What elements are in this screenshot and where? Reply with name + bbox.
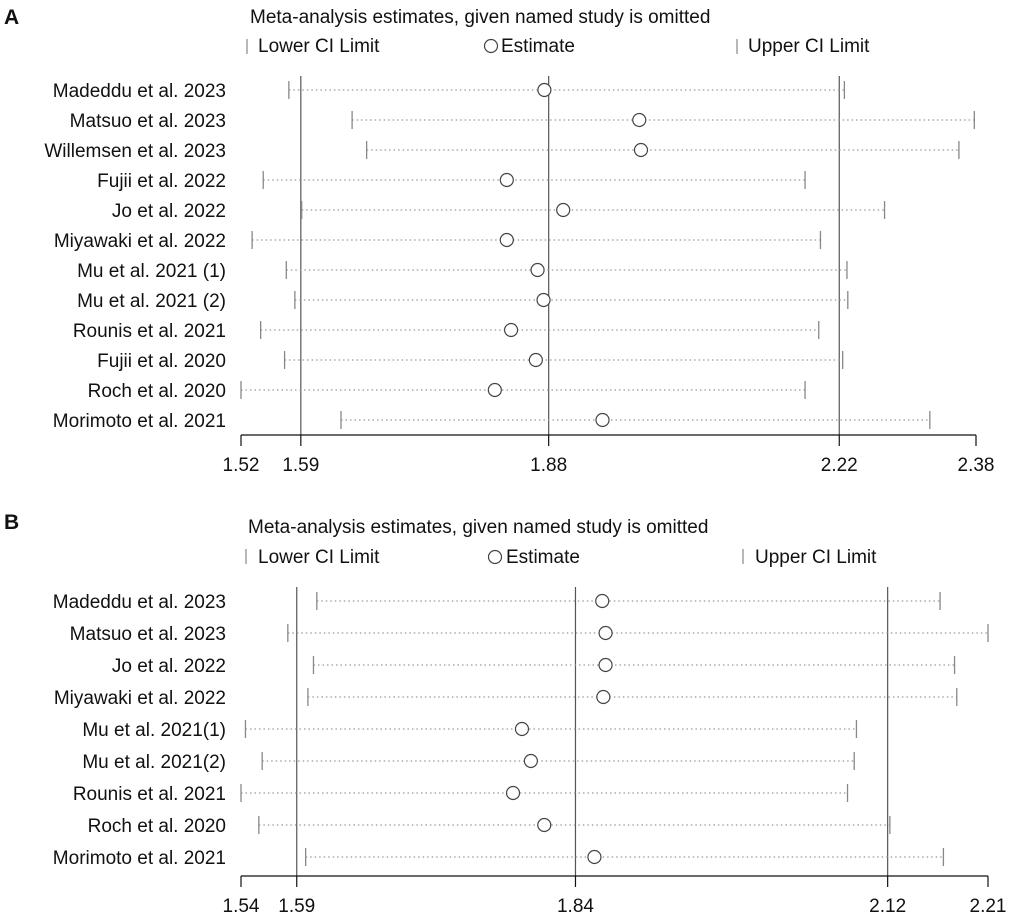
study-label: Mu et al. 2021(1) — [82, 720, 226, 741]
x-tick-label: 1.84 — [557, 896, 594, 917]
estimate-marker — [487, 382, 502, 398]
x-tick-label: 2.38 — [958, 455, 995, 476]
panel-a-legend-estimate-label: Estimate — [501, 36, 575, 57]
study-label: Mu et al. 2021(2) — [82, 752, 226, 773]
panel-b-legend-estimate-label: Estimate — [506, 547, 580, 568]
estimate-marker — [499, 172, 514, 188]
panel-a-legend-lower-label: Lower CI Limit — [258, 36, 380, 57]
x-tick-label: 2.12 — [869, 896, 906, 917]
study-label: Morimoto et al. 2021 — [53, 411, 226, 432]
study-label: Rounis et al. 2021 — [73, 784, 226, 805]
panel-b-title: Meta-analysis estimates, given named stu… — [248, 517, 708, 538]
panel-a-legend-estimate-marker — [483, 38, 499, 54]
estimate-marker — [556, 202, 571, 218]
panel-a-title: Meta-analysis estimates, given named stu… — [250, 7, 710, 28]
estimate-marker — [537, 817, 552, 833]
estimate-marker — [499, 232, 514, 248]
study-label: Madeddu et al. 2023 — [53, 592, 226, 613]
study-label: Mu et al. 2021 (1) — [77, 261, 226, 282]
study-label: Miyawaki et al. 2022 — [54, 688, 226, 709]
panel-b-legend-lower-label: Lower CI Limit — [258, 547, 380, 568]
estimate-marker — [598, 625, 613, 641]
estimate-marker — [595, 412, 610, 428]
study-label: Fujii et al. 2022 — [97, 171, 226, 192]
panel-b-legend-upper-label: Upper CI Limit — [755, 547, 877, 568]
study-label: Jo et al. 2022 — [112, 656, 226, 677]
x-tick-label: 1.59 — [278, 896, 315, 917]
estimate-marker — [595, 593, 610, 609]
study-label: Matsuo et al. 2023 — [70, 624, 226, 645]
study-label: Mu et al. 2021 (2) — [77, 291, 226, 312]
estimate-marker — [505, 785, 521, 801]
estimate-marker — [633, 142, 649, 158]
study-label: Matsuo et al. 2023 — [70, 111, 226, 132]
panel-a-letter: A — [4, 6, 19, 29]
study-label: Morimoto et al. 2021 — [53, 848, 226, 869]
estimate-marker — [514, 721, 530, 737]
panel-b-legend-estimate-marker — [487, 549, 503, 565]
x-tick-label: 1.52 — [223, 455, 260, 476]
estimate-marker — [536, 292, 551, 308]
study-label: Madeddu et al. 2023 — [53, 81, 226, 102]
panel-b-legend: Lower CI Limit Estimate Upper CI Limit — [245, 547, 877, 568]
x-tick-label: 2.21 — [970, 896, 1007, 917]
estimate-marker — [632, 112, 647, 128]
study-label: Jo et al. 2022 — [112, 201, 226, 222]
study-label: Rounis et al. 2021 — [73, 321, 226, 342]
estimate-marker — [503, 322, 519, 338]
panel-a-legend: Lower CI Limit Estimate Upper CI Limit — [246, 36, 870, 57]
x-tick-label: 1.54 — [223, 896, 260, 917]
panel-b-letter: B — [4, 511, 19, 534]
estimate-marker — [523, 753, 538, 769]
panel-a-plot: Madeddu et al. 2023 Matsuo et al. 2023 Wil… — [44, 76, 994, 476]
study-label: Miyawaki et al. 2022 — [54, 231, 226, 252]
estimate-marker — [537, 82, 552, 98]
estimate-marker — [596, 689, 611, 705]
x-tick-label: 1.88 — [530, 455, 567, 476]
panel-b-plot: Madeddu et al. 2023 Matsuo et al. 2023 Jo … — [53, 587, 1007, 917]
estimate-marker — [530, 262, 545, 278]
x-tick-label: 1.59 — [282, 455, 319, 476]
study-label: Roch et al. 2020 — [88, 816, 226, 837]
panel-a-legend-upper-label: Upper CI Limit — [748, 36, 870, 57]
estimate-marker — [598, 657, 613, 673]
x-tick-label: 2.22 — [821, 455, 858, 476]
estimate-marker — [587, 849, 602, 865]
study-label: Fujii et al. 2020 — [97, 351, 226, 372]
study-label: Willemsen et al. 2023 — [44, 141, 226, 162]
study-label: Roch et al. 2020 — [88, 381, 226, 402]
estimate-marker — [528, 352, 543, 368]
